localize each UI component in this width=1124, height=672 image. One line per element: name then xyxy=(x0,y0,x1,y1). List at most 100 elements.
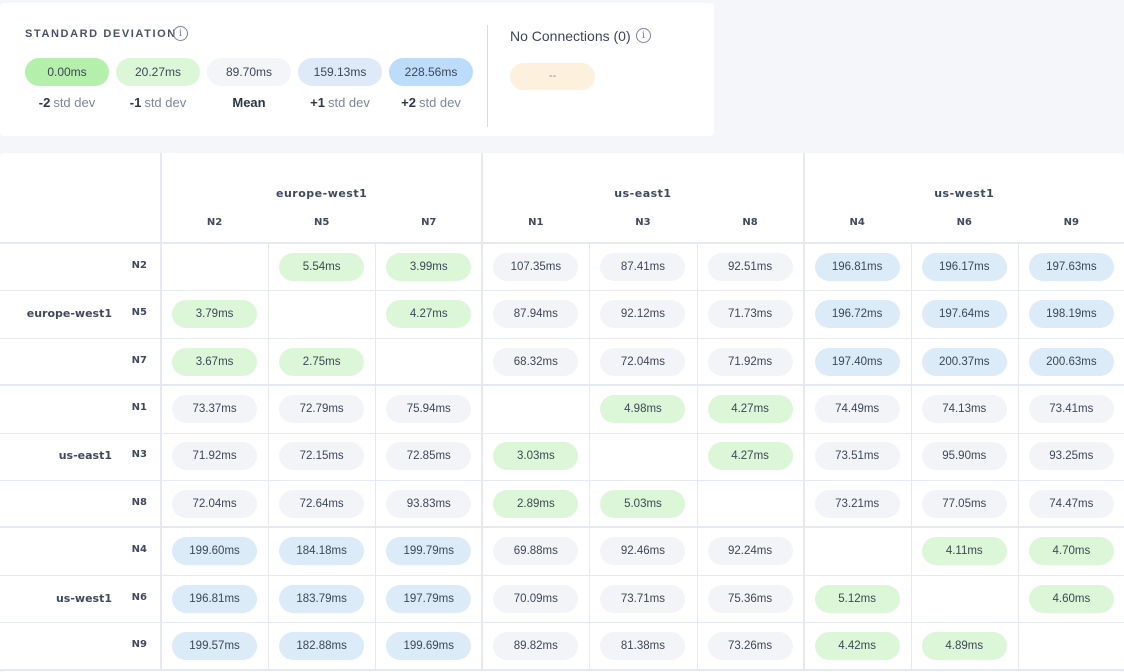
legend-label: std dev xyxy=(418,95,461,110)
latency-cell: 73.51ms xyxy=(814,442,900,471)
latency-cell: 69.88ms xyxy=(493,537,579,566)
latency-matrix: europe-west1 N2 N5 N7 europe-west1 N2 N5 N7 us-e… xyxy=(0,153,1124,672)
grid-line xyxy=(589,243,591,670)
row-node-header: N3 xyxy=(131,449,147,461)
std-dev-legend-card: STANDARD DEVIATION i 0.00ms -2 std dev 20.2… xyxy=(0,3,714,136)
column-node-header: N4 xyxy=(849,217,865,228)
latency-cell: 199.60ms xyxy=(172,537,258,566)
grid-line xyxy=(0,242,1124,244)
legend-caption: Mean xyxy=(207,95,291,110)
latency-cell: 196.17ms xyxy=(921,252,1007,281)
latency-cell: 199.57ms xyxy=(172,631,258,660)
latency-cell: 197.63ms xyxy=(1028,252,1114,281)
std-dev-title: STANDARD DEVIATION xyxy=(25,28,177,40)
latency-cell: 93.83ms xyxy=(386,489,472,518)
legend-caption: -1 std dev xyxy=(116,95,200,110)
grid-line xyxy=(0,622,1124,624)
latency-cell: 5.03ms xyxy=(600,489,686,518)
row-node-header: N4 xyxy=(131,544,147,556)
latency-cell: 197.40ms xyxy=(814,347,900,376)
latency-cell: 71.92ms xyxy=(707,347,793,376)
row-region-header: europe-west1 xyxy=(26,307,112,321)
column-node-header: N1 xyxy=(528,217,544,228)
legend-label: std dev xyxy=(144,95,187,110)
legend-sign: -1 xyxy=(129,95,142,110)
latency-cell: 199.69ms xyxy=(386,631,472,660)
column-region-header: us-west1 xyxy=(934,187,995,200)
latency-cell: 87.94ms xyxy=(493,300,579,329)
row-node-header: N2 xyxy=(131,259,147,271)
latency-cell: 77.05ms xyxy=(921,489,1007,518)
latency-cell: 73.26ms xyxy=(707,631,793,660)
legend-sign: +2 xyxy=(401,95,416,110)
latency-cell: 73.41ms xyxy=(1028,394,1114,423)
info-icon[interactable]: i xyxy=(173,26,188,41)
grid-line xyxy=(0,480,1124,481)
latency-cell: 74.49ms xyxy=(814,394,900,423)
grid-line xyxy=(268,243,270,670)
info-icon[interactable]: i xyxy=(636,28,651,43)
latency-cell: 95.90ms xyxy=(921,442,1007,471)
latency-cell: 196.72ms xyxy=(814,300,900,329)
latency-cell: 4.27ms xyxy=(707,394,793,423)
grid-line xyxy=(802,153,805,670)
row-node-header: N1 xyxy=(131,401,147,413)
latency-cell: 72.79ms xyxy=(279,394,365,423)
latency-cell: 3.67ms xyxy=(172,347,258,376)
grid-line xyxy=(0,337,1124,339)
latency-cell: 4.89ms xyxy=(921,631,1007,660)
latency-cell: 107.35ms xyxy=(493,252,579,281)
legend-label: std dev xyxy=(327,95,370,110)
legend-sign: +1 xyxy=(310,95,325,110)
latency-cell: 196.81ms xyxy=(172,584,258,613)
row-node-header: N7 xyxy=(131,354,147,366)
latency-cell: 75.36ms xyxy=(707,584,793,613)
row-node-header: N9 xyxy=(131,638,147,650)
latency-cell: 3.03ms xyxy=(493,442,579,471)
legend-pill: 89.70ms xyxy=(207,58,291,86)
grid-line xyxy=(910,243,912,670)
row-region-header: us-west1 xyxy=(55,591,112,605)
grid-line xyxy=(0,384,1124,387)
latency-cell: 73.71ms xyxy=(600,584,686,613)
grid-line xyxy=(0,432,1124,434)
latency-cell: 183.79ms xyxy=(279,584,365,613)
column-node-header: N7 xyxy=(421,217,437,228)
grid-line xyxy=(696,243,698,670)
column-region-header: us-east1 xyxy=(614,187,672,200)
latency-cell: 199.79ms xyxy=(386,537,472,566)
latency-cell: 92.51ms xyxy=(707,252,793,281)
latency-cell: 75.94ms xyxy=(386,394,472,423)
latency-cell: 4.98ms xyxy=(600,394,686,423)
legend-caption: -2 std dev xyxy=(25,95,109,110)
grid-line xyxy=(0,574,1124,576)
column-region-header: europe-west1 xyxy=(276,187,368,200)
legend-pill: 0.00ms xyxy=(25,58,109,86)
legend-pill: 228.56ms xyxy=(389,58,473,86)
latency-cell: 71.73ms xyxy=(707,300,793,329)
latency-cell: 81.38ms xyxy=(600,631,686,660)
latency-cell: 74.47ms xyxy=(1028,489,1114,518)
latency-cell: 200.63ms xyxy=(1028,347,1114,376)
legend-caption: +2 std dev xyxy=(389,95,473,110)
row-node-header: N5 xyxy=(131,307,147,319)
latency-cell: 72.15ms xyxy=(279,442,365,471)
column-node-header: N5 xyxy=(313,217,330,228)
grid-line xyxy=(0,668,1124,671)
latency-cell: 197.64ms xyxy=(921,300,1007,329)
latency-cell: 3.99ms xyxy=(386,252,472,281)
legend-caption: +1 std dev xyxy=(298,95,382,110)
latency-cell: 200.37ms xyxy=(921,347,1007,376)
latency-cell: 2.89ms xyxy=(493,489,579,518)
legend-pill: 20.27ms xyxy=(116,58,200,86)
latency-cell: 72.85ms xyxy=(386,442,472,471)
latency-cell: 74.13ms xyxy=(921,394,1007,423)
legend-label: std dev xyxy=(53,95,96,110)
legend-label: Mean xyxy=(232,95,266,110)
latency-cell: 72.04ms xyxy=(600,347,686,376)
latency-cell: 92.12ms xyxy=(600,300,686,329)
row-region-header: us-east1 xyxy=(58,449,112,463)
latency-cell: 182.88ms xyxy=(279,631,365,660)
latency-cell: 4.42ms xyxy=(814,631,900,660)
latency-cell: 92.46ms xyxy=(600,537,686,566)
